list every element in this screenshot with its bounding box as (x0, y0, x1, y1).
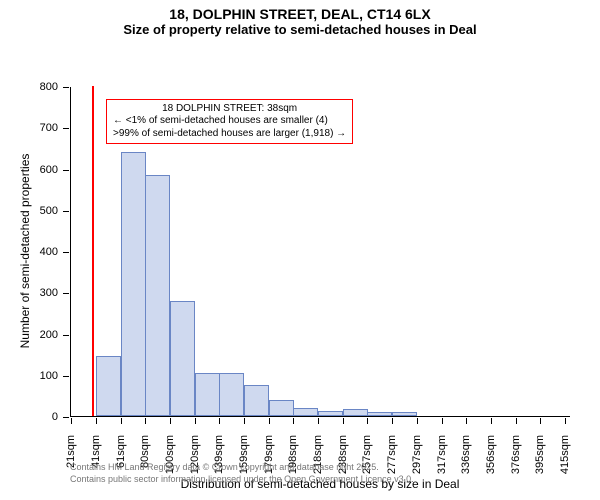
annotation-line: 18 DOLPHIN STREET: 38sqm (113, 103, 346, 116)
x-tick (244, 418, 245, 424)
x-tick (417, 418, 418, 424)
y-tick (63, 211, 69, 212)
histogram-bar (121, 152, 146, 416)
y-tick (63, 335, 69, 336)
footer-attribution: Contains HM Land Registry data © Crown c… (70, 462, 414, 485)
y-tick (63, 252, 69, 253)
y-tick (63, 376, 69, 377)
y-tick (63, 417, 69, 418)
annotation-line: >99% of semi-detached houses are larger … (113, 128, 346, 141)
x-tick (540, 418, 541, 424)
y-axis-label: Number of semi-detached properties (18, 126, 32, 376)
x-tick (565, 418, 566, 424)
histogram-bar (219, 373, 244, 416)
x-tick (195, 418, 196, 424)
x-tick (367, 418, 368, 424)
y-tick (63, 87, 69, 88)
x-tick (392, 418, 393, 424)
histogram-bar (269, 400, 294, 417)
x-tick (516, 418, 517, 424)
chart-subtitle: Size of property relative to semi-detach… (0, 22, 600, 37)
x-tick (71, 418, 72, 424)
y-tick-label: 800 (18, 81, 58, 93)
x-tick (145, 418, 146, 424)
x-tick (269, 418, 270, 424)
footer-line: Contains HM Land Registry data © Crown c… (70, 462, 414, 474)
histogram-bar (392, 412, 417, 416)
y-tick (63, 293, 69, 294)
x-tick (293, 418, 294, 424)
histogram-bar (96, 356, 121, 416)
subject-marker-line (92, 86, 94, 416)
y-tick (63, 128, 69, 129)
annotation-line: ← <1% of semi-detached houses are smalle… (113, 115, 346, 128)
chart-title: 18, DOLPHIN STREET, DEAL, CT14 6LX (0, 0, 600, 22)
histogram-bar (318, 411, 343, 416)
x-tick (442, 418, 443, 424)
histogram-bar (244, 385, 269, 416)
x-tick (121, 418, 122, 424)
histogram-bar (293, 408, 318, 416)
y-tick-label: 0 (18, 411, 58, 423)
plot-area: 010020030040050060070080021sqm41sqm61sqm… (70, 87, 570, 417)
x-tick (219, 418, 220, 424)
histogram-bar (343, 409, 368, 416)
x-tick (318, 418, 319, 424)
y-tick (63, 170, 69, 171)
x-tick (466, 418, 467, 424)
histogram-bar (367, 412, 392, 416)
annotation-box: 18 DOLPHIN STREET: 38sqm← <1% of semi-de… (106, 99, 353, 145)
x-tick (491, 418, 492, 424)
histogram-bar (145, 175, 170, 416)
x-tick (170, 418, 171, 424)
x-tick (343, 418, 344, 424)
footer-line: Contains public sector information licen… (70, 474, 414, 486)
histogram-bar (195, 373, 220, 416)
histogram-bar (170, 301, 195, 417)
x-tick (96, 418, 97, 424)
